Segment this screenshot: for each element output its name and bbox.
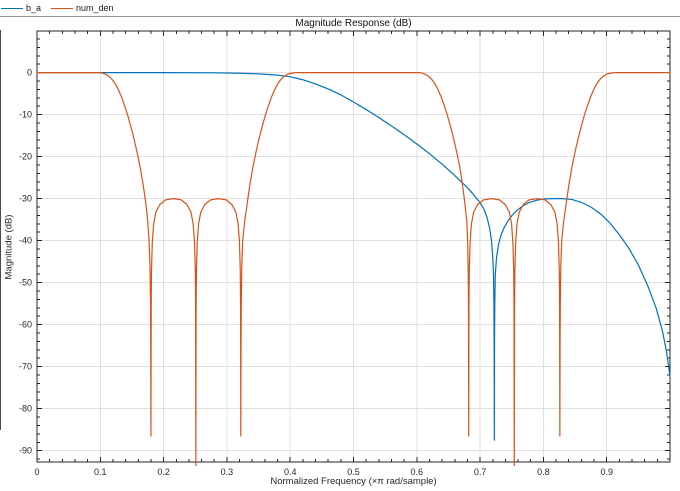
- svg-text:-20: -20: [19, 152, 32, 162]
- svg-text:-40: -40: [19, 236, 32, 246]
- svg-text:0: 0: [34, 467, 39, 477]
- svg-text:-70: -70: [19, 362, 32, 372]
- svg-text:-50: -50: [19, 278, 32, 288]
- svg-text:0.4: 0.4: [284, 467, 297, 477]
- ticks: [36, 31, 670, 462]
- svg-text:0.3: 0.3: [221, 467, 234, 477]
- legend-label: num_den: [76, 2, 114, 13]
- svg-text:-10: -10: [19, 110, 32, 120]
- y-axis-label: Magnitude (dB): [3, 214, 15, 280]
- svg-text:-60: -60: [19, 320, 32, 330]
- svg-text:0: 0: [27, 68, 32, 78]
- svg-text:0.6: 0.6: [411, 467, 424, 477]
- svg-text:0.5: 0.5: [347, 467, 360, 477]
- svg-text:0.7: 0.7: [474, 467, 487, 477]
- svg-text:0.2: 0.2: [157, 467, 170, 477]
- window-edge-line: [0, 30, 1, 430]
- legend-item-num_den: num_den: [51, 2, 114, 13]
- y-tick-labels: 0 -10 -20 -30 -40 -50 -60 -70 -80 -90: [19, 68, 32, 456]
- x-tick-labels: 0 0.1 0.2 0.3 0.4 0.5 0.6 0.7 0.8 0.9: [34, 467, 612, 477]
- svg-text:0.8: 0.8: [537, 467, 550, 477]
- legend-label: b_a: [26, 2, 42, 13]
- legend-line-swatch: [51, 7, 74, 9]
- x-axis-label: Normalized Frequency (×π rad/sample): [270, 476, 437, 487]
- svg-text:-80: -80: [19, 404, 32, 414]
- chart-title: Magnitude Response (dB): [295, 18, 412, 29]
- legend-item-b_a: b_a: [1, 2, 42, 13]
- legend-line-swatch: [1, 7, 23, 9]
- series-num_den: [36, 71, 671, 466]
- series-b_a: [36, 71, 671, 441]
- svg-text:0.9: 0.9: [600, 467, 613, 477]
- gridlines: [37, 31, 670, 462]
- svg-text:0.1: 0.1: [94, 467, 107, 477]
- legend[interactable]: b_a num_den: [0, 0, 680, 17]
- svg-text:-90: -90: [19, 446, 32, 456]
- svg-text:-30: -30: [19, 194, 32, 204]
